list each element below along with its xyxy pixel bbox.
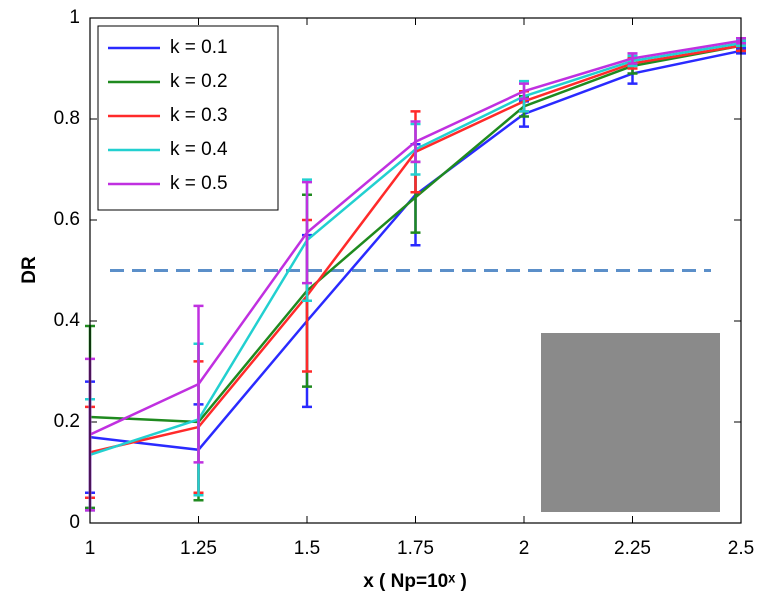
legend-label: k = 0.4 (170, 139, 228, 160)
x-tick-label: 1.75 (397, 538, 434, 559)
x-tick-label: 2 (519, 538, 530, 559)
x-tick-label: 1.5 (294, 538, 320, 559)
y-tick-label: 0.2 (54, 411, 80, 432)
legend-label: k = 0.2 (170, 71, 228, 92)
x-tick-label: 2.5 (728, 538, 754, 559)
series-line (89, 39, 742, 436)
legend-box (97, 25, 279, 211)
y-tick-label: 0.6 (54, 209, 80, 230)
x-tick-label: 1.25 (180, 538, 217, 559)
legend-label: k = 0.3 (170, 105, 228, 126)
legend-label: k = 0.5 (170, 173, 228, 194)
x-axis-label: x ( Np=10ˣ ) (363, 571, 467, 592)
x-tick-label: 1 (85, 538, 96, 559)
y-tick-label: 0.8 (54, 108, 80, 129)
y-axis-label: DR (19, 256, 40, 284)
y-tick-label: 1 (69, 7, 80, 28)
inset-photo (541, 333, 720, 512)
y-tick-label: 0 (69, 512, 80, 533)
plot-frame (89, 17, 742, 524)
x-tick-label: 2.25 (614, 538, 651, 559)
y-tick-label: 0.4 (54, 310, 81, 331)
legend-label: k = 0.1 (170, 37, 228, 58)
